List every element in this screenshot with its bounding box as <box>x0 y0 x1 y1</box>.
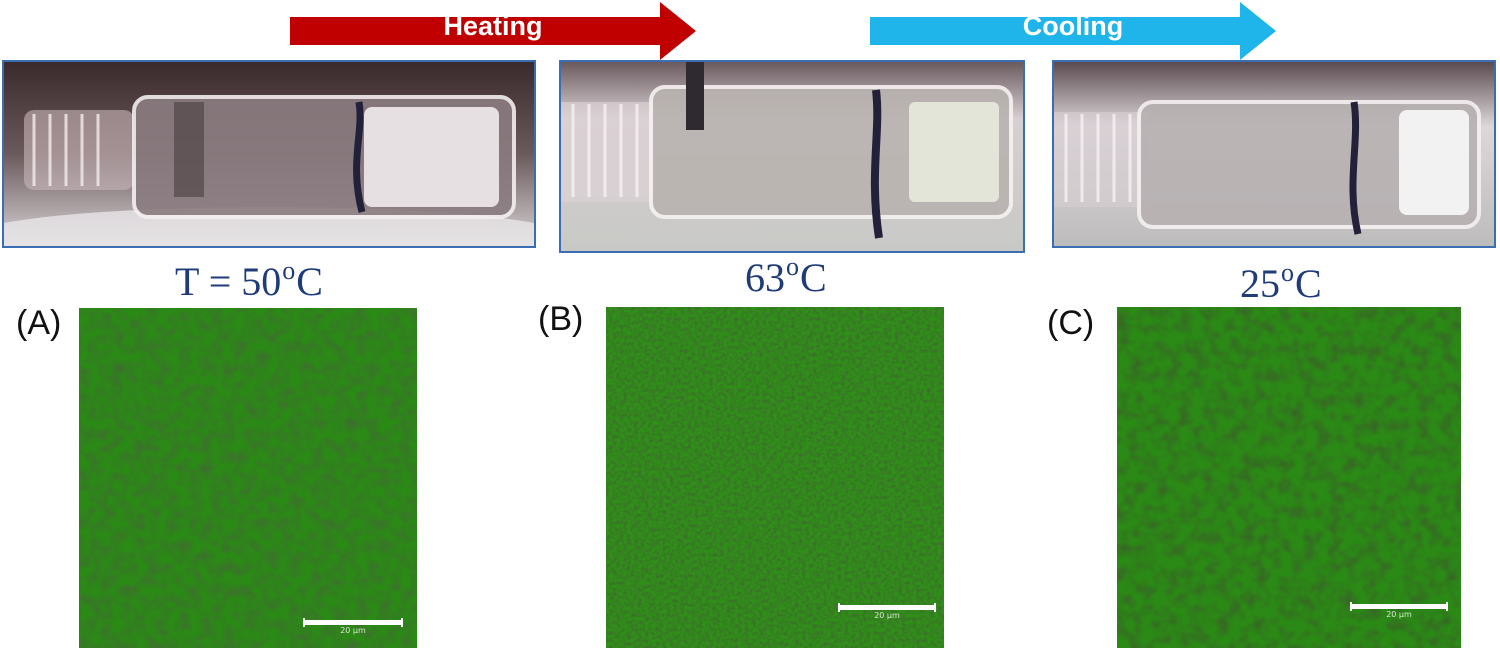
micrograph-c: 20 µm <box>1117 307 1461 648</box>
panel-label-c: (C) <box>1047 304 1095 342</box>
scale-bar-c: 20 µm <box>1350 602 1448 624</box>
cooling-arrow-shape <box>870 2 1276 60</box>
vial-photo-63c <box>559 60 1025 253</box>
temp-value: 63 <box>745 255 785 300</box>
temperature-label-63c: 63oC <box>745 252 827 301</box>
temperature-label-50c: T = 50oC <box>175 256 323 305</box>
vial-photo-25c <box>1052 60 1496 248</box>
temp-unit: C <box>1295 261 1322 306</box>
degree-symbol: o <box>282 256 296 285</box>
panel-label-a: (A) <box>16 304 62 342</box>
scale-bar-label: 20 µm <box>874 611 900 620</box>
panel-label-b: (B) <box>538 300 584 338</box>
cooling-arrow: Cooling <box>870 2 1276 60</box>
temp-unit: C <box>296 259 323 304</box>
scale-bar-a: 20 µm <box>303 618 403 640</box>
scale-bar-line <box>303 618 403 627</box>
scale-bar-label: 20 µm <box>340 626 366 635</box>
cooling-label: Cooling <box>1022 11 1124 41</box>
scale-bar-label: 20 µm <box>1386 610 1412 619</box>
temperature-label-25c: 25oC <box>1240 258 1322 307</box>
degree-symbol: o <box>1281 258 1294 287</box>
degree-symbol: o <box>786 252 799 281</box>
scale-bar-line <box>1350 602 1448 611</box>
micrograph-a: 20 µm <box>79 308 417 648</box>
scale-bar-line <box>838 603 936 612</box>
temp-value: T = 50 <box>175 259 282 304</box>
vial-photo-50c <box>2 60 536 248</box>
micrograph-b: 20 µm <box>606 307 944 648</box>
temp-value: 25 <box>1240 261 1280 306</box>
heating-label: Heating <box>443 11 543 41</box>
heating-arrow: Heating <box>290 2 696 60</box>
scale-bar-b: 20 µm <box>838 603 936 625</box>
temp-unit: C <box>800 255 827 300</box>
heating-arrow-shape <box>290 2 696 60</box>
